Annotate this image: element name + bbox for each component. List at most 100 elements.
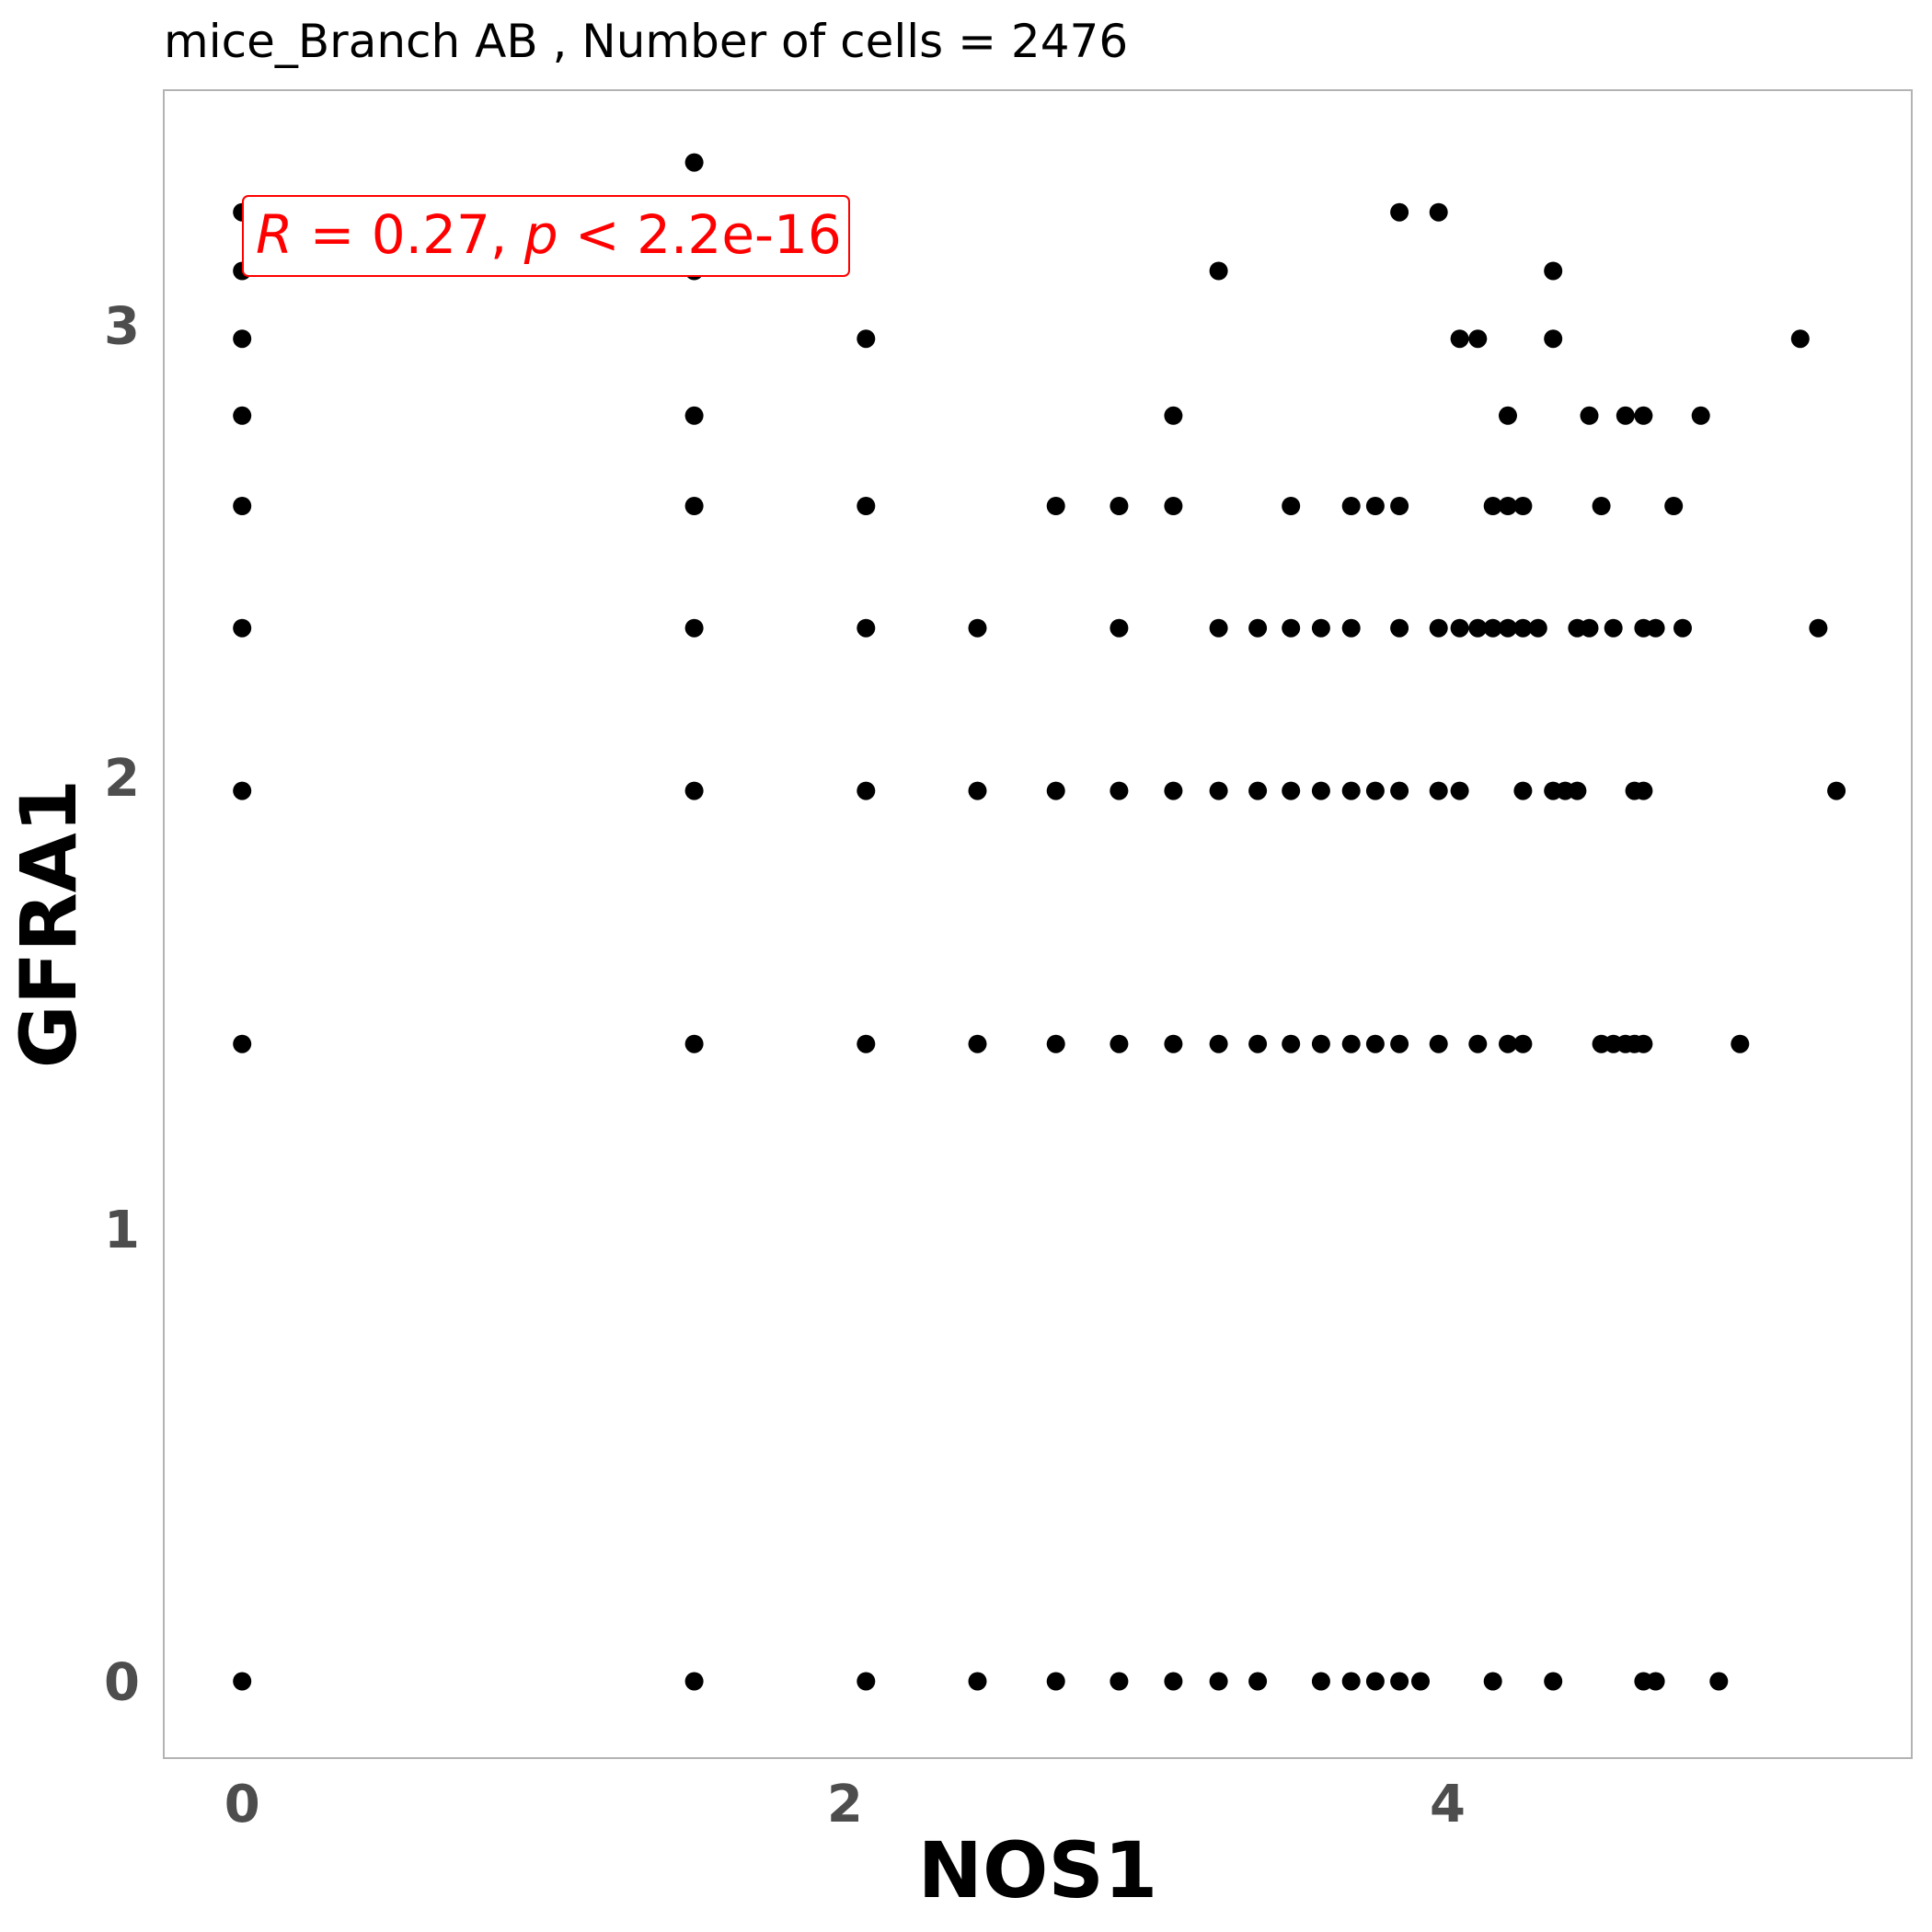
- data-point: [857, 1034, 876, 1053]
- x-tick-label: 0: [224, 1775, 260, 1834]
- data-point: [1429, 202, 1448, 222]
- data-point: [1365, 1034, 1385, 1053]
- data-point: [1209, 781, 1228, 800]
- data-point: [1390, 781, 1409, 800]
- data-point: [1365, 497, 1385, 515]
- data-point: [1046, 497, 1065, 515]
- data-point: [233, 618, 252, 638]
- annotation-r-symbol: R: [256, 203, 293, 266]
- data-point: [1110, 1034, 1129, 1053]
- data-point: [684, 1672, 704, 1691]
- data-point: [1513, 497, 1533, 515]
- data-point: [1046, 1672, 1065, 1691]
- data-point: [1110, 497, 1129, 515]
- data-point: [857, 781, 876, 800]
- data-point: [1390, 618, 1409, 638]
- data-point: [233, 497, 252, 515]
- data-point: [1164, 497, 1183, 515]
- data-point: [1429, 1034, 1448, 1053]
- data-point: [1483, 618, 1502, 638]
- data-point: [968, 781, 987, 800]
- data-point: [1248, 1672, 1268, 1691]
- data-point: [1341, 1034, 1361, 1053]
- data-point: [1544, 261, 1563, 281]
- data-point: [233, 329, 252, 349]
- data-point: [1311, 618, 1330, 638]
- data-point: [968, 1034, 987, 1053]
- data-point: [1468, 618, 1488, 638]
- data-point: [1499, 497, 1517, 515]
- data-point: [1341, 618, 1361, 638]
- data-point: [1544, 1672, 1563, 1691]
- data-point: [684, 781, 704, 800]
- data-point: [1513, 781, 1533, 800]
- data-point: [1483, 1672, 1502, 1691]
- data-point: [1634, 1034, 1653, 1053]
- annotation-p-symbol: p: [523, 203, 558, 266]
- data-point: [233, 406, 252, 425]
- data-point: [1513, 618, 1533, 638]
- data-point: [233, 781, 252, 800]
- data-point: [857, 329, 876, 349]
- data-point: [1164, 406, 1183, 425]
- data-point: [1411, 1672, 1430, 1691]
- x-axis-ticks: 0 2 4: [224, 1775, 1466, 1834]
- data-point: [684, 406, 704, 425]
- data-point: [1341, 781, 1361, 800]
- data-point: [1311, 1672, 1330, 1691]
- data-point: [1429, 781, 1448, 800]
- data-point: [1499, 1034, 1517, 1053]
- data-point: [1592, 497, 1611, 515]
- data-point: [1646, 618, 1665, 638]
- data-point: [1311, 1034, 1330, 1053]
- data-point: [1390, 497, 1409, 515]
- data-point: [1664, 497, 1684, 515]
- data-point: [1110, 781, 1129, 800]
- data-point: [1341, 497, 1361, 515]
- data-point: [1341, 1672, 1361, 1691]
- y-tick-label: 2: [104, 749, 140, 809]
- data-point: [1580, 618, 1599, 638]
- data-point: [684, 1034, 704, 1053]
- x-tick-label: 2: [827, 1775, 863, 1834]
- data-point: [1282, 781, 1301, 800]
- data-point: [1046, 781, 1065, 800]
- data-point: [1544, 329, 1563, 349]
- data-point: [1365, 1672, 1385, 1691]
- data-point: [968, 618, 987, 638]
- data-point: [857, 1672, 876, 1691]
- data-point: [1709, 1672, 1729, 1691]
- x-axis-label: NOS1: [918, 1825, 1158, 1915]
- data-point: [1209, 1034, 1228, 1053]
- y-tick-label: 0: [104, 1653, 140, 1713]
- y-tick-label: 3: [104, 297, 140, 357]
- data-point: [1164, 1034, 1183, 1053]
- data-point: [1568, 781, 1587, 800]
- data-point: [1731, 1034, 1750, 1053]
- data-point: [1282, 497, 1301, 515]
- data-point: [233, 1672, 252, 1691]
- data-point: [1450, 781, 1469, 800]
- data-point: [1827, 781, 1846, 800]
- data-point: [1390, 1672, 1409, 1691]
- data-point: [1282, 618, 1301, 638]
- data-point: [1790, 329, 1810, 349]
- y-axis-ticks: 0 1 2 3: [104, 297, 140, 1713]
- data-point: [1513, 1034, 1533, 1053]
- data-point: [1248, 781, 1268, 800]
- data-point: [233, 1034, 252, 1053]
- data-point: [684, 618, 704, 638]
- data-point: [1248, 618, 1268, 638]
- data-point: [1110, 618, 1129, 638]
- data-point: [968, 1672, 987, 1691]
- data-point: [1365, 781, 1385, 800]
- data-point: [1209, 1672, 1228, 1691]
- annotation-r-value: = 0.27,: [293, 203, 523, 266]
- data-point: [1646, 1672, 1665, 1691]
- annotation-box: [242, 195, 850, 277]
- data-point: [1282, 1034, 1301, 1053]
- y-tick-label: 1: [104, 1201, 140, 1260]
- data-point: [1634, 781, 1653, 800]
- data-point: [1429, 618, 1448, 638]
